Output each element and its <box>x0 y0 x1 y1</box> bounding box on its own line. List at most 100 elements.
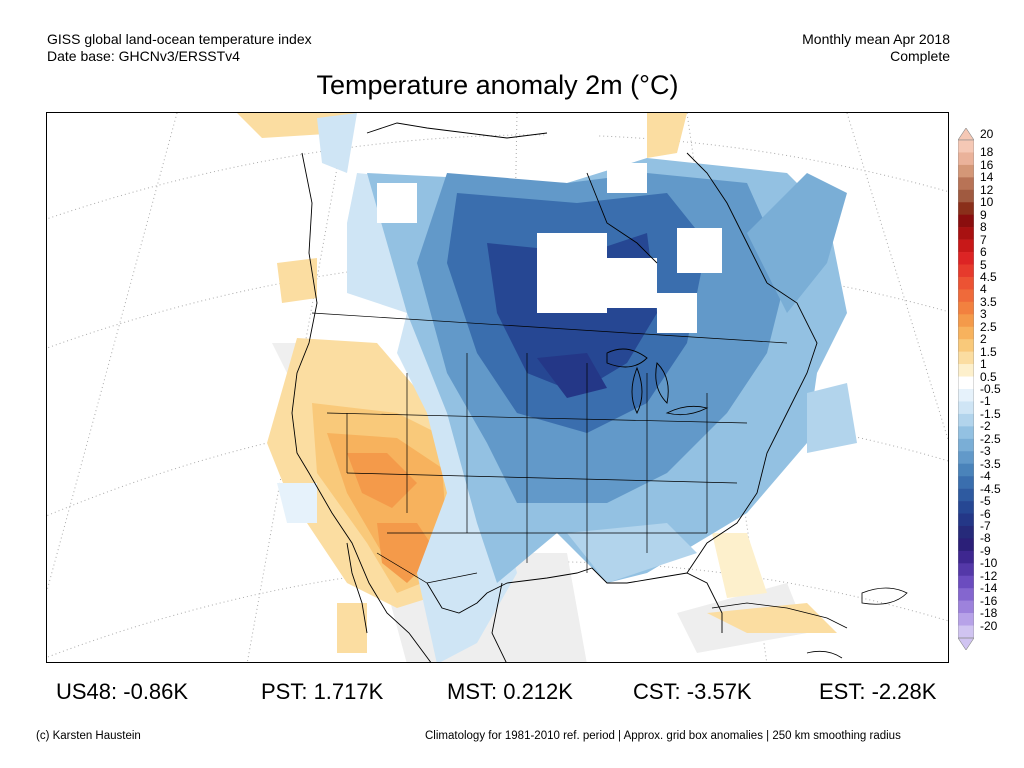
caribbean <box>711 587 908 659</box>
colorbar-label: 14 <box>980 170 994 185</box>
colorbar-label: -9 <box>980 543 991 558</box>
colorbar-label: -1.5 <box>980 406 1001 421</box>
colorbar-swatch <box>958 513 974 527</box>
colorbar-swatch <box>958 252 974 265</box>
colorbar-top-arrow <box>958 128 974 141</box>
colorbar-swatch <box>958 538 974 552</box>
colorbar-label: -5 <box>980 494 991 509</box>
colorbar-swatch <box>958 613 974 626</box>
colorbar-swatch <box>958 426 974 440</box>
dataset-name: GISS global land-ocean temperature index <box>47 31 312 47</box>
cold-anomaly-areas <box>277 113 857 662</box>
colorbar-swatch <box>958 463 974 477</box>
colorbar-label: -3 <box>980 444 991 459</box>
colorbar-label: 8 <box>980 220 987 235</box>
colorbar-label: 20 <box>980 127 994 141</box>
colorbar-swatch <box>958 239 974 253</box>
colorbar-label: 10 <box>980 195 994 210</box>
colorbar-label: 4.5 <box>980 269 997 284</box>
dataset-info: GISS global land-ocean temperature index… <box>47 31 312 65</box>
colorbar-bottom-arrow <box>958 637 974 650</box>
colorbar <box>958 128 974 650</box>
colorbar-label: -16 <box>980 593 998 608</box>
colorbar-swatch <box>958 563 974 577</box>
colorbar-swatch <box>958 177 974 191</box>
colorbar-swatch <box>958 326 974 340</box>
colorbar-swatch <box>958 289 974 303</box>
colorbar-label: 0.5 <box>980 369 997 384</box>
map-canvas <box>47 113 948 662</box>
coastlines <box>291 122 818 662</box>
copyright: (c) Karsten Haustein <box>36 730 141 742</box>
colorbar-swatch <box>958 314 974 328</box>
colorbar-label: -7 <box>980 518 991 533</box>
colorbar-swatch <box>958 189 974 203</box>
colorbar-label: 2 <box>980 332 987 347</box>
colorbar-swatch <box>958 501 974 514</box>
stat-us48: US48: -0.86K <box>56 679 189 704</box>
colorbar-swatch <box>958 451 974 464</box>
colorbar-swatch <box>958 264 974 278</box>
colorbar-swatch <box>958 401 974 415</box>
colorbar-swatch <box>958 227 974 240</box>
missing-data-boxes <box>377 118 722 333</box>
colorbar-swatch <box>958 588 974 601</box>
colorbar-label: 7 <box>980 232 987 247</box>
colorbar-swatch <box>958 351 974 365</box>
stat-mst: MST: 0.212K <box>447 679 573 704</box>
borders <box>311 312 788 584</box>
colorbar-swatch <box>958 214 974 228</box>
colorbar-label: -14 <box>980 581 998 596</box>
colorbar-label: 9 <box>980 207 987 222</box>
colorbar-swatch <box>958 625 974 639</box>
colorbar-label: -2.5 <box>980 431 1001 446</box>
period-label: Monthly mean Apr 2018 <box>802 31 950 47</box>
colorbar-swatch <box>958 476 974 489</box>
colorbar-swatch <box>958 164 974 178</box>
colorbar-swatch <box>958 339 974 352</box>
colorbar-label: -20 <box>980 618 998 633</box>
colorbar-label: -4.5 <box>980 481 1001 496</box>
colorbar-swatch <box>958 152 974 166</box>
colorbar-swatch <box>958 389 974 402</box>
colorbar-swatch <box>958 413 974 427</box>
great-lakes <box>606 348 709 416</box>
colorbar-label: -1 <box>980 394 991 409</box>
colorbar-label: 16 <box>980 157 994 172</box>
colorbar-label: 1.5 <box>980 344 997 359</box>
colorbar-swatch <box>958 376 974 390</box>
colorbar-label: 3.5 <box>980 294 997 309</box>
colorbar-label: 3 <box>980 307 987 322</box>
colorbar-swatch <box>958 550 974 564</box>
colorbar-swatch <box>958 575 974 589</box>
colorbar-swatch <box>958 202 974 215</box>
colorbar-label: 6 <box>980 245 987 260</box>
colorbar-swatch <box>958 600 974 614</box>
colorbar-label: -12 <box>980 568 998 583</box>
period-info: Monthly mean Apr 2018 Complete <box>802 31 950 65</box>
anomaly-map <box>46 112 949 663</box>
map-title: Temperature anomaly 2m (°C) <box>316 70 679 100</box>
colorbar-label: 2.5 <box>980 319 997 334</box>
colorbar-label: -10 <box>980 556 998 571</box>
colorbar-label: -4 <box>980 469 991 484</box>
colorbar-swatch <box>958 488 974 502</box>
colorbar-labels: 20 18 16 14 12 10 9 8 7 6 5 4.5 4 3.5 3 2.5 2 1.5 1 0.5 -0.5… <box>980 0 1024 768</box>
colorbar-label: 4 <box>980 282 987 297</box>
colorbar-label: 18 <box>980 145 994 160</box>
methodology-note: Climatology for 1981-2010 ref. period | … <box>425 730 901 742</box>
colorbar-label: 12 <box>980 182 994 197</box>
colorbar-swatch <box>958 301 974 315</box>
colorbar-label: 1 <box>980 357 987 372</box>
colorbar-label: -18 <box>980 606 998 621</box>
colorbar-swatch <box>958 438 974 452</box>
colorbar-label: -8 <box>980 531 991 546</box>
colorbar-label: -2 <box>980 419 991 434</box>
stat-cst: CST: -3.57K <box>633 679 752 704</box>
colorbar-swatch <box>958 525 974 539</box>
colorbar-swatch <box>958 364 974 377</box>
data-base: Date base: GHCNv3/ERSSTv4 <box>47 48 240 64</box>
completeness-label: Complete <box>890 48 950 64</box>
colorbar-swatch <box>958 140 974 153</box>
colorbar-label: -0.5 <box>980 382 1001 396</box>
